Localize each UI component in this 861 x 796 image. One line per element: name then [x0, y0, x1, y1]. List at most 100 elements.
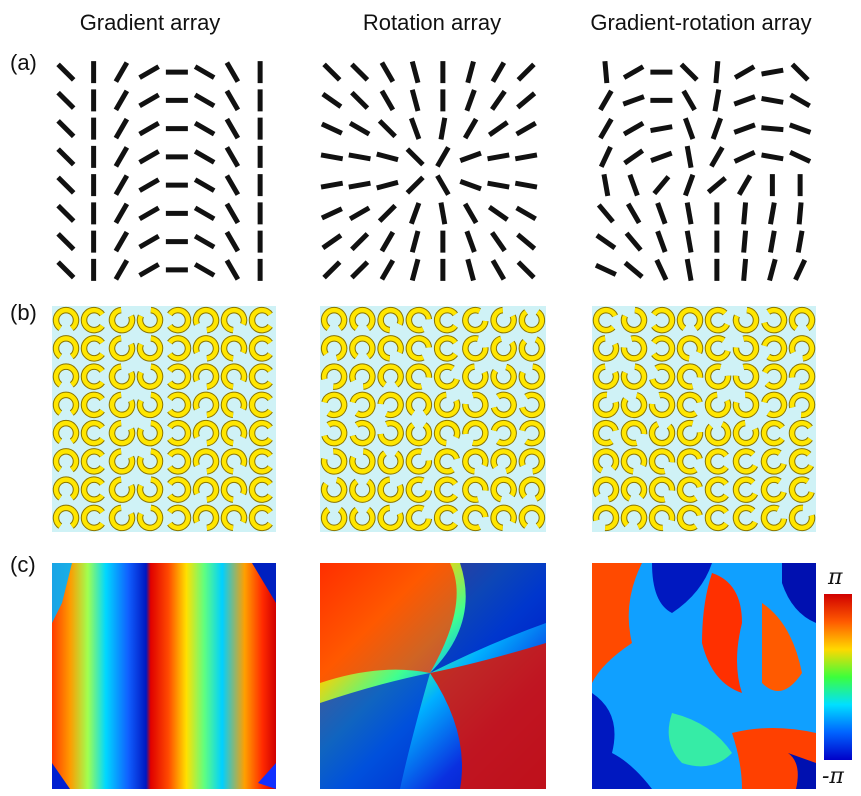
rod-element — [379, 61, 396, 83]
rod-element — [741, 258, 749, 282]
split-ring-element — [81, 477, 105, 502]
rod-element — [348, 152, 371, 162]
split-ring-element — [378, 392, 403, 418]
rod-element — [409, 258, 421, 282]
rod-element — [598, 117, 614, 140]
rod-element — [465, 258, 476, 282]
split-ring-array-gradient-rotation — [592, 306, 816, 532]
rod-element — [514, 152, 538, 162]
split-ring-element — [434, 307, 458, 333]
split-ring-element — [463, 307, 488, 333]
rod-element — [320, 152, 344, 162]
split-ring-element — [221, 505, 247, 531]
split-ring-element — [378, 307, 403, 333]
split-ring-element — [733, 307, 759, 333]
split-ring-element — [193, 420, 219, 446]
split-ring-element — [519, 477, 545, 501]
split-ring-element — [406, 505, 432, 531]
rod-element — [596, 203, 615, 224]
rod-element — [490, 89, 507, 111]
rod-element — [462, 202, 479, 225]
split-ring-element — [761, 449, 786, 474]
rod-element — [516, 91, 537, 110]
rod-element — [193, 205, 216, 222]
rod-element — [741, 202, 749, 225]
split-ring-element — [434, 364, 459, 389]
rod-element — [622, 94, 645, 107]
rod-element — [490, 259, 507, 281]
split-ring-element — [593, 364, 619, 389]
rod-element — [138, 233, 160, 250]
rod-element — [516, 232, 537, 251]
split-ring-element — [221, 449, 247, 474]
split-ring-element — [789, 392, 815, 418]
split-ring-element — [350, 420, 375, 446]
rod-element — [193, 64, 216, 80]
rod-element — [377, 203, 397, 223]
split-ring-element — [167, 477, 191, 502]
rod-element — [487, 152, 510, 162]
row-label-c: (c) — [10, 552, 36, 577]
rod-element — [193, 233, 216, 250]
rod-element — [684, 202, 694, 225]
split-ring-element — [491, 449, 516, 474]
rod-array-gradient-rotation — [594, 60, 812, 282]
split-ring-element — [463, 392, 488, 418]
split-ring-element — [109, 392, 135, 418]
split-ring-element — [621, 449, 647, 474]
split-ring-element — [137, 336, 163, 361]
split-ring-element — [705, 422, 731, 446]
split-ring-element — [321, 364, 347, 389]
split-ring-element — [463, 477, 488, 502]
rod-element — [113, 146, 130, 168]
split-ring-element — [491, 392, 516, 418]
split-ring-element — [519, 364, 545, 389]
rod-element — [487, 120, 509, 137]
split-ring-element — [321, 449, 347, 474]
split-ring-element — [593, 449, 619, 473]
split-ring-element — [621, 393, 647, 418]
rod-element — [224, 146, 241, 168]
split-ring-element — [53, 477, 79, 500]
split-ring-element — [221, 336, 247, 361]
split-ring-element — [350, 336, 375, 359]
rod-element — [348, 205, 371, 222]
split-ring-element — [406, 449, 432, 474]
split-ring-element — [406, 392, 432, 415]
split-ring-element — [762, 392, 787, 418]
split-ring-element — [249, 477, 273, 502]
split-ring-element — [593, 307, 618, 333]
rod-element — [490, 231, 507, 253]
split-ring-element — [761, 505, 787, 531]
rod-element — [515, 205, 537, 222]
split-ring-element — [53, 505, 79, 528]
split-ring-element — [649, 477, 675, 502]
split-ring-element — [406, 364, 432, 389]
split-ring-element — [593, 505, 619, 531]
rod-element — [56, 90, 76, 110]
split-ring-element — [519, 505, 545, 528]
rod-element — [193, 262, 216, 278]
split-ring-array-rotation — [320, 306, 546, 532]
split-ring-element — [81, 392, 105, 418]
split-ring-element — [621, 364, 647, 389]
rod-element — [56, 119, 76, 139]
rod-array-gradient — [56, 61, 263, 281]
rod-element — [733, 122, 756, 135]
rod-element — [623, 148, 645, 166]
rod-element — [761, 152, 784, 162]
split-ring-element — [167, 392, 191, 418]
split-ring-element — [651, 307, 675, 333]
split-ring-element — [81, 336, 105, 361]
rod-element — [652, 175, 671, 196]
rod-element — [796, 202, 804, 225]
rod-element — [376, 179, 399, 191]
split-ring-element — [649, 449, 675, 474]
split-ring-element — [434, 477, 458, 502]
split-ring-element — [593, 336, 619, 361]
split-ring-element — [705, 336, 730, 361]
split-ring-element — [167, 420, 191, 446]
phase-map-rotation — [320, 563, 546, 789]
rod-element — [594, 262, 617, 277]
column-title-rotation: Rotation array — [362, 10, 502, 35]
